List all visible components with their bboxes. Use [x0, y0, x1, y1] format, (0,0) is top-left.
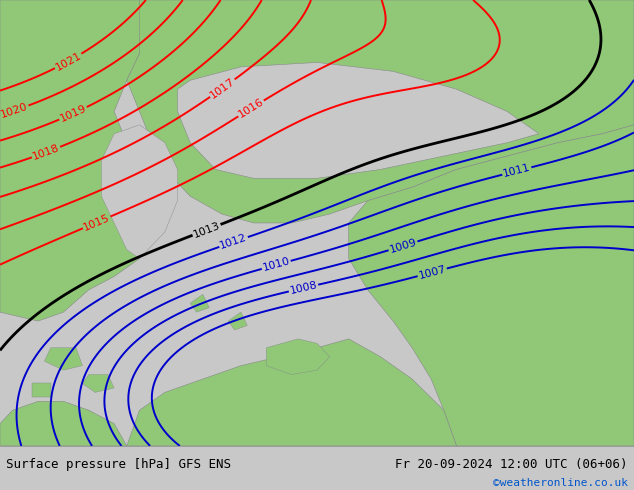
Polygon shape [190, 294, 209, 312]
Text: 1012: 1012 [219, 233, 249, 251]
Text: 1018: 1018 [31, 143, 61, 162]
Polygon shape [127, 0, 634, 223]
Text: 1017: 1017 [208, 76, 237, 100]
Text: 1009: 1009 [388, 237, 418, 255]
Text: Surface pressure [hPa] GFS ENS: Surface pressure [hPa] GFS ENS [6, 458, 231, 471]
Text: ©weatheronline.co.uk: ©weatheronline.co.uk [493, 478, 628, 488]
Text: 1011: 1011 [502, 163, 532, 179]
Text: 1007: 1007 [417, 264, 447, 281]
Polygon shape [266, 339, 330, 374]
Polygon shape [228, 312, 247, 330]
Text: 1020: 1020 [0, 101, 29, 120]
Polygon shape [101, 125, 178, 259]
Polygon shape [127, 339, 456, 446]
Text: Fr 20-09-2024 12:00 UTC (06+06): Fr 20-09-2024 12:00 UTC (06+06) [395, 458, 628, 471]
Polygon shape [82, 374, 114, 392]
Text: 1015: 1015 [82, 212, 112, 232]
Text: 1010: 1010 [261, 256, 291, 273]
Polygon shape [0, 0, 152, 321]
Polygon shape [32, 384, 51, 397]
Polygon shape [178, 62, 539, 178]
Polygon shape [44, 348, 82, 370]
Text: 1021: 1021 [54, 50, 83, 73]
Text: 1016: 1016 [236, 97, 266, 120]
Polygon shape [0, 401, 127, 446]
Text: 1013: 1013 [191, 220, 221, 240]
Polygon shape [57, 410, 95, 428]
Text: 1008: 1008 [288, 280, 318, 296]
Polygon shape [349, 125, 634, 446]
Text: 1019: 1019 [58, 103, 88, 124]
